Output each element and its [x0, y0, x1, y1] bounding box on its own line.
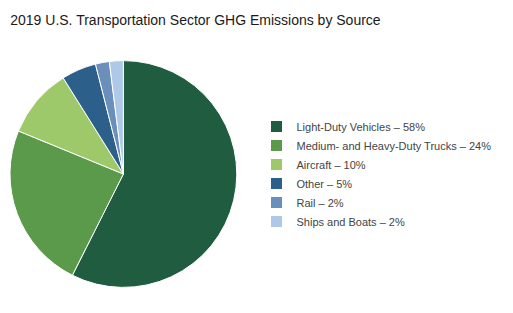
svg-text:2019 U.S. Transportation Secto: 2019 U.S. Transportation Sector GHG Emis… — [10, 12, 381, 28]
svg-text:Rail – 2%: Rail – 2% — [297, 197, 344, 209]
svg-text:Other – 5%: Other – 5% — [297, 178, 353, 190]
svg-text:Light-Duty Vehicles – 58%: Light-Duty Vehicles – 58% — [297, 121, 426, 133]
svg-text:Ships and Boats – 2%: Ships and Boats – 2% — [297, 216, 405, 228]
svg-text:Aircraft – 10%: Aircraft – 10% — [297, 159, 366, 171]
svg-text:Medium- and Heavy-Duty Trucks: Medium- and Heavy-Duty Trucks – 24% — [297, 140, 492, 152]
